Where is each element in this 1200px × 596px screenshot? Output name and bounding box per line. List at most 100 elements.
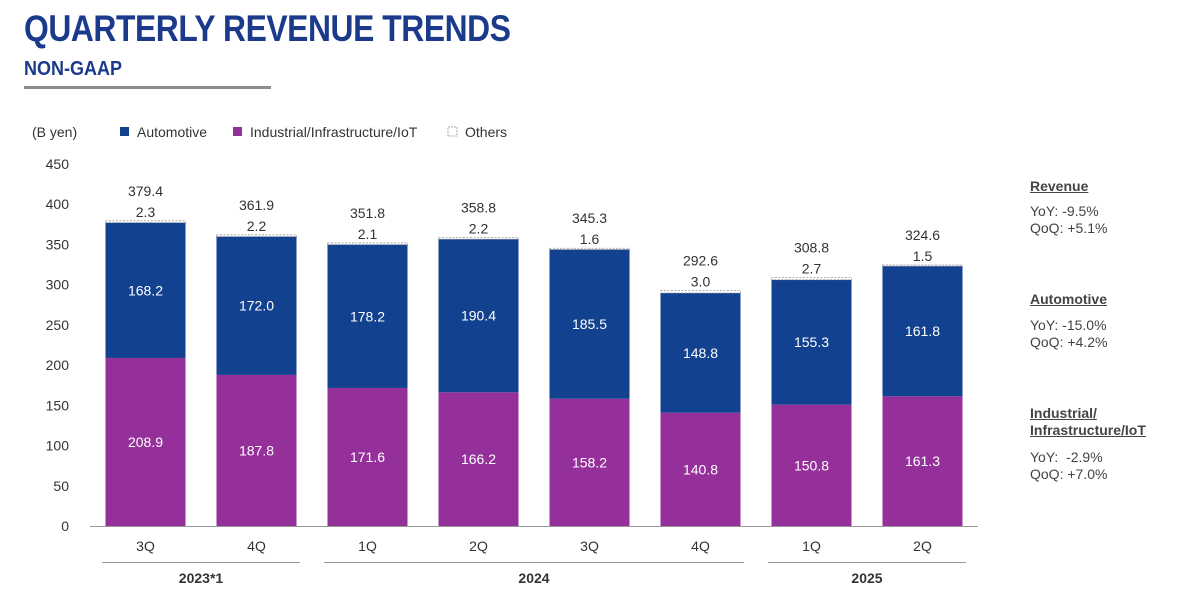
legend-swatch-automotive xyxy=(120,127,129,136)
bar-segment-automotive xyxy=(549,249,630,399)
data-label-automotive: 148.8 xyxy=(683,345,718,361)
revenue-chart: (B yen) Automotive Industrial/Infrastruc… xyxy=(32,124,978,586)
bars: 208.9 168.2 2.3 379.4 187.8 172.0 2.2 361.9 171.… xyxy=(105,183,963,526)
y-tick-label: 100 xyxy=(46,438,70,454)
legend-label-industrial: Industrial/Infrastructure/IoT xyxy=(250,124,418,140)
revenue-yoy: YoY: -9.5% xyxy=(1030,203,1099,219)
legend-label-others: Others xyxy=(465,124,507,140)
year-group-label: 2025 xyxy=(851,570,882,586)
bar-segment-industrial xyxy=(771,404,852,526)
data-label-total: 324.6 xyxy=(905,227,940,243)
bar-segment-automotive xyxy=(216,236,297,375)
data-label-industrial: 158.2 xyxy=(572,454,607,470)
y-tick-label: 250 xyxy=(46,317,70,333)
y-tick-label: 450 xyxy=(46,156,70,172)
y-tick-label: 400 xyxy=(46,196,70,212)
bar-segment-others xyxy=(105,220,186,224)
revenue-qoq: QoQ: +5.1% xyxy=(1030,220,1108,236)
automotive-qoq: QoQ: +4.2% xyxy=(1030,334,1108,350)
bar-segment-automotive xyxy=(660,293,741,413)
data-label-automotive: 168.2 xyxy=(128,282,163,298)
page-title: QUARTERLY REVENUE TRENDS xyxy=(24,8,511,49)
x-tick-label: 3Q xyxy=(580,538,599,554)
year-group-label: 2024 xyxy=(518,570,549,586)
data-label-automotive: 172.0 xyxy=(239,298,274,314)
x-tick-label: 1Q xyxy=(802,538,821,554)
bar-segment-others xyxy=(549,247,630,250)
data-label-others: 2.3 xyxy=(136,204,156,220)
bar-segment-automotive xyxy=(327,244,408,388)
data-label-total: 292.6 xyxy=(683,253,718,269)
data-label-industrial: 166.2 xyxy=(461,451,496,467)
data-label-industrial: 161.3 xyxy=(905,453,940,469)
x-tick-label: 2Q xyxy=(913,538,932,554)
x-tick-label: 1Q xyxy=(358,538,377,554)
x-tick-label: 3Q xyxy=(136,538,155,554)
legend: Automotive Industrial/Infrastructure/IoT… xyxy=(120,124,507,140)
bar-segment-industrial xyxy=(549,398,630,526)
data-label-others: 2.7 xyxy=(802,261,822,277)
industrial-yoy: YoY: -2.9% xyxy=(1030,449,1103,465)
bar-segment-automotive xyxy=(438,239,519,393)
industrial-qoq: QoQ: +7.0% xyxy=(1030,466,1108,482)
data-label-others: 3.0 xyxy=(691,274,711,290)
bar-segment-automotive xyxy=(771,279,852,405)
data-label-total: 361.9 xyxy=(239,197,274,213)
bar-segment-others xyxy=(771,277,852,281)
y-tick-label: 50 xyxy=(53,478,69,494)
bar-segment-industrial xyxy=(327,387,408,526)
y-tick-label: 0 xyxy=(61,518,69,534)
automotive-heading: Automotive xyxy=(1030,291,1107,307)
data-label-industrial: 208.9 xyxy=(128,434,163,450)
y-tick-label: 150 xyxy=(46,397,70,413)
bar-segment-automotive xyxy=(105,222,186,358)
automotive-yoy: YoY: -15.0% xyxy=(1030,317,1107,333)
data-label-others: 1.5 xyxy=(913,248,933,264)
y-tick-label: 350 xyxy=(46,236,70,252)
data-label-total: 345.3 xyxy=(572,210,607,226)
data-label-others: 2.2 xyxy=(247,218,267,234)
data-label-industrial: 187.8 xyxy=(239,442,274,458)
x-tick-label: 4Q xyxy=(247,538,266,554)
bar-segment-others xyxy=(327,242,408,246)
title-underline xyxy=(24,86,271,89)
bar-segment-others xyxy=(660,290,741,294)
data-label-automotive: 185.5 xyxy=(572,316,607,332)
data-label-total: 308.8 xyxy=(794,240,829,256)
bar-segment-others xyxy=(216,234,297,237)
y-unit-label: (B yen) xyxy=(32,124,77,140)
bar-segment-industrial xyxy=(882,396,963,526)
data-label-industrial: 150.8 xyxy=(794,457,829,473)
data-label-automotive: 161.8 xyxy=(905,323,940,339)
bar-segment-others xyxy=(438,236,519,240)
y-axis: 0 50 100 150 200 250 300 350 400 450 xyxy=(46,156,70,534)
legend-label-automotive: Automotive xyxy=(137,124,207,140)
data-label-total: 351.8 xyxy=(350,205,385,221)
bar-segment-industrial xyxy=(216,374,297,526)
legend-swatch-industrial xyxy=(233,127,242,136)
year-group-label: 2023*1 xyxy=(179,570,224,586)
bar-segment-industrial xyxy=(438,392,519,526)
data-label-others: 2.1 xyxy=(358,226,378,242)
x-tick-label: 2Q xyxy=(469,538,488,554)
bar-segment-others xyxy=(882,264,963,267)
data-label-automotive: 190.4 xyxy=(461,308,496,324)
data-label-others: 2.2 xyxy=(469,220,489,236)
industrial-heading-line2: Infrastructure/IoT xyxy=(1030,422,1146,438)
bar-segment-automotive xyxy=(882,266,963,397)
data-label-total: 358.8 xyxy=(461,199,496,215)
y-tick-label: 300 xyxy=(46,277,70,293)
x-axis: 3Q 4Q 1Q 2Q 3Q 4Q 1Q 2Q 2023*1 2024 2025 xyxy=(90,526,978,586)
y-tick-label: 200 xyxy=(46,357,70,373)
legend-swatch-others xyxy=(447,126,458,137)
industrial-heading-line1: Industrial/ xyxy=(1030,405,1097,421)
page-subtitle: NON-GAAP xyxy=(24,58,123,80)
data-label-automotive: 178.2 xyxy=(350,308,385,324)
data-label-industrial: 171.6 xyxy=(350,449,385,465)
data-label-others: 1.6 xyxy=(580,231,600,247)
x-tick-label: 4Q xyxy=(691,538,710,554)
data-label-total: 379.4 xyxy=(128,183,163,199)
revenue-heading: Revenue xyxy=(1030,178,1089,194)
data-label-industrial: 140.8 xyxy=(683,461,718,477)
data-label-automotive: 155.3 xyxy=(794,334,829,350)
